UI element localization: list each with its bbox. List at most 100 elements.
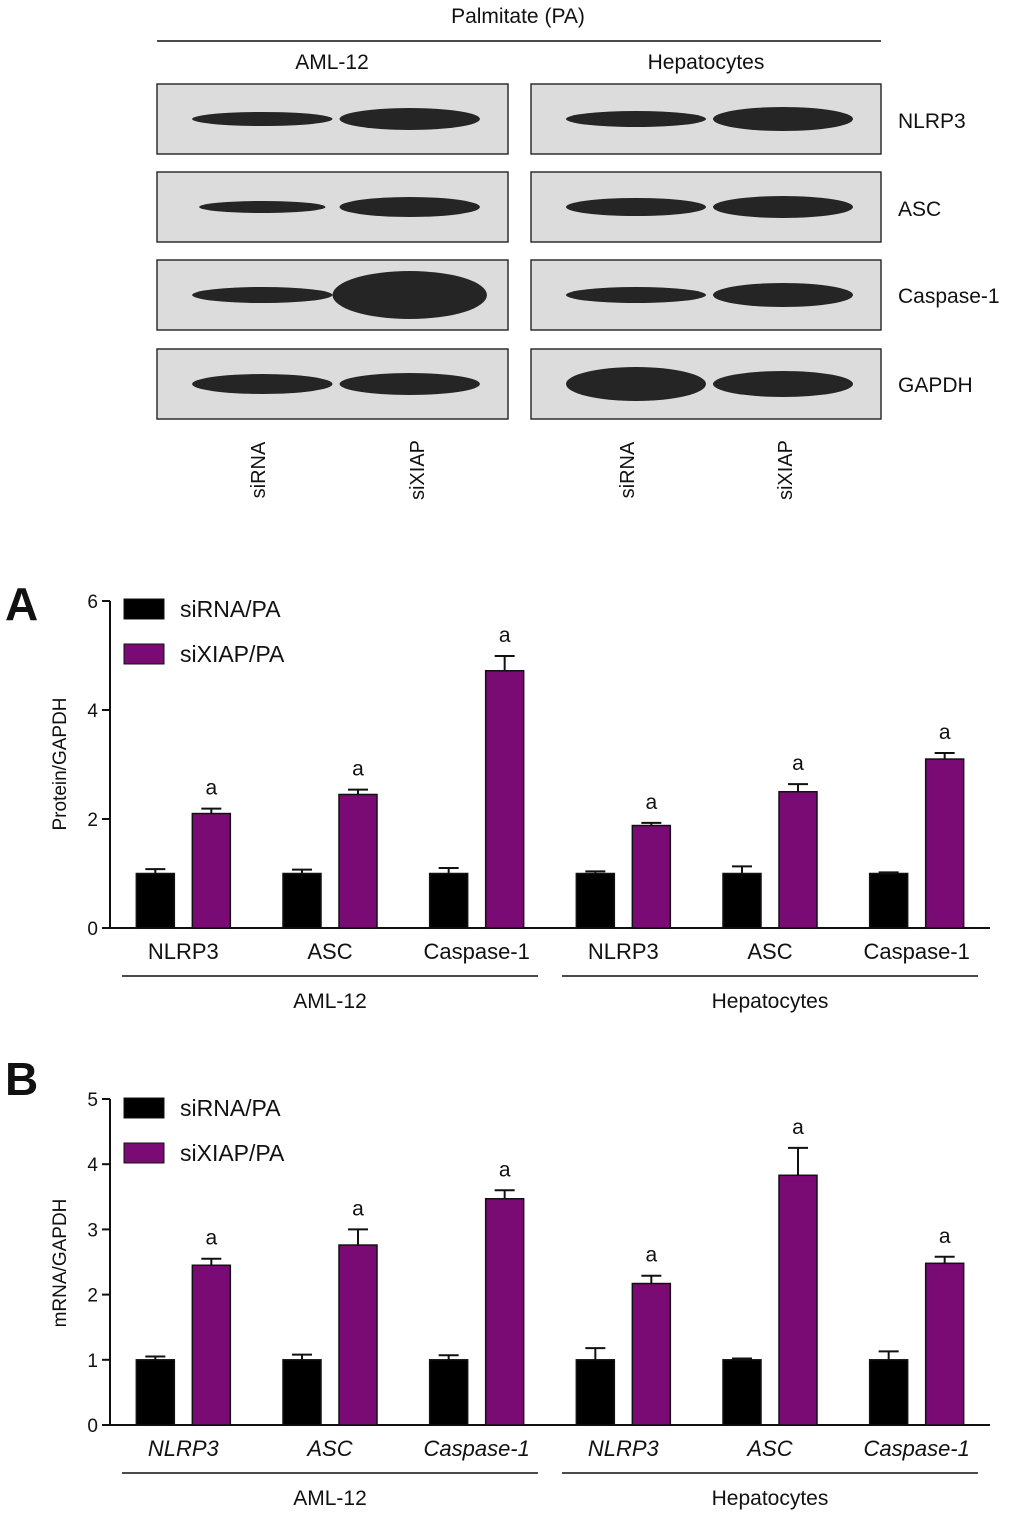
panel-letter-b: B <box>5 1053 38 1105</box>
blot-band <box>192 374 333 394</box>
category-label: ASC <box>745 1436 792 1461</box>
bar-chart-a: 0 2 4 6 NLRP3 ASC Caspase-1 NLRP3 ASC Caspase-1 a a… <box>87 592 990 1013</box>
blot-band <box>199 201 326 213</box>
bar <box>484 1198 525 1426</box>
panel-letter-a: A <box>5 578 38 630</box>
bar <box>338 1244 378 1426</box>
lane-label-aml12-sixiap: siXIAP <box>407 440 429 500</box>
blot-band <box>192 287 333 303</box>
category-label: ASC <box>747 939 792 964</box>
lane-label-hep-sirna: siRNA <box>617 441 639 498</box>
blot-band <box>339 108 480 130</box>
y-axis-label-a: Protein/GAPDH <box>50 697 71 830</box>
bar <box>135 1359 176 1426</box>
western-blot-panel: Palmitate (PA) AML-12 Hepatocytes NLRP3 … <box>156 5 1000 500</box>
legend-swatch <box>123 643 165 665</box>
group-label: Hepatocytes <box>712 1487 829 1510</box>
bar <box>722 1359 762 1426</box>
blot-band <box>566 198 706 216</box>
bar <box>135 872 176 929</box>
significance-label: a <box>499 1158 511 1181</box>
blot-band <box>713 371 853 397</box>
y-tick-label: 2 <box>87 810 98 831</box>
blot-band <box>339 197 480 217</box>
bar <box>778 1174 818 1426</box>
legend-swatch <box>123 1142 165 1164</box>
protein-label-caspase-1: Caspase-1 <box>898 285 1000 308</box>
category-label: ASC <box>305 1436 352 1461</box>
bar <box>778 791 818 929</box>
category-label: NLRP3 <box>148 939 219 964</box>
blot-band <box>566 111 706 127</box>
y-tick-label: 6 <box>87 592 98 613</box>
blot-band <box>713 283 853 307</box>
bar <box>484 670 525 929</box>
bar <box>575 872 616 929</box>
bar <box>868 1359 909 1426</box>
bar <box>924 1262 965 1426</box>
significance-label: a <box>645 1244 657 1267</box>
bar <box>191 812 232 929</box>
blot-strips <box>156 83 882 420</box>
blot-band <box>566 367 706 401</box>
blot-band <box>339 373 480 395</box>
blot-band <box>566 287 706 303</box>
chart-panel-b: B mRNA/GAPDH 0 1 2 3 4 5 NLRP3 ASC Caspase-1 NLRP… <box>5 1053 990 1510</box>
y-tick-label: 0 <box>87 919 98 940</box>
y-tick-label: 4 <box>87 701 98 722</box>
bar <box>428 1359 469 1426</box>
significance-label: a <box>792 752 804 775</box>
bar <box>868 872 909 929</box>
significance-label: a <box>352 758 364 781</box>
blot-group-label-hepatocytes: Hepatocytes <box>648 51 765 74</box>
chart-panel-a: A Protein/GAPDH 0 2 4 6 NLRP3 ASC Caspase-1 NLR… <box>5 578 990 1013</box>
bar <box>631 824 672 929</box>
bar <box>282 1359 322 1426</box>
legend-label: siXIAP/PA <box>180 641 285 667</box>
category-label: ASC <box>307 939 352 964</box>
category-label: Caspase-1 <box>863 939 969 964</box>
significance-label: a <box>792 1116 804 1139</box>
y-tick-label: 1 <box>87 1351 98 1372</box>
group-label: AML-12 <box>293 990 367 1013</box>
y-tick-label: 5 <box>87 1090 98 1111</box>
bar <box>631 1282 672 1426</box>
blot-band <box>713 107 853 131</box>
category-label: NLRP3 <box>588 939 659 964</box>
treatment-label: Palmitate (PA) <box>451 5 585 28</box>
legend-label: siRNA/PA <box>180 596 281 622</box>
category-label: NLRP3 <box>588 1436 660 1461</box>
bar <box>722 872 762 929</box>
bar <box>338 793 378 929</box>
significance-label: a <box>499 624 511 647</box>
category-label: Caspase-1 <box>863 1436 969 1461</box>
category-label: Caspase-1 <box>423 939 529 964</box>
y-tick-label: 4 <box>87 1155 98 1176</box>
category-label: NLRP3 <box>148 1436 220 1461</box>
y-tick-label: 0 <box>87 1416 98 1437</box>
y-tick-label: 3 <box>87 1220 98 1241</box>
lane-label-hep-sixiap: siXIAP <box>775 440 797 500</box>
significance-label: a <box>645 791 657 814</box>
y-axis-label-b: mRNA/GAPDH <box>50 1199 71 1328</box>
significance-label: a <box>205 777 217 800</box>
significance-label: a <box>939 1225 951 1248</box>
bar-chart-b: 0 1 2 3 4 5 NLRP3 ASC Caspase-1 NLRP3 ASC Caspase-1… <box>87 1090 990 1510</box>
protein-label-gapdh: GAPDH <box>898 374 973 397</box>
legend-label: siXIAP/PA <box>180 1140 285 1166</box>
bar <box>428 872 469 929</box>
significance-label: a <box>205 1227 217 1250</box>
bar <box>924 758 965 929</box>
significance-label: a <box>352 1197 364 1220</box>
category-label: Caspase-1 <box>423 1436 529 1461</box>
blot-group-label-aml12: AML-12 <box>295 51 369 74</box>
lane-label-aml12-sirna: siRNA <box>248 441 270 498</box>
group-label: Hepatocytes <box>712 990 829 1013</box>
protein-label-asc: ASC <box>898 198 941 221</box>
legend-label: siRNA/PA <box>180 1095 281 1121</box>
legend-swatch <box>123 1097 165 1119</box>
bar <box>282 872 322 929</box>
blot-band <box>332 271 487 319</box>
group-label: AML-12 <box>293 1487 367 1510</box>
